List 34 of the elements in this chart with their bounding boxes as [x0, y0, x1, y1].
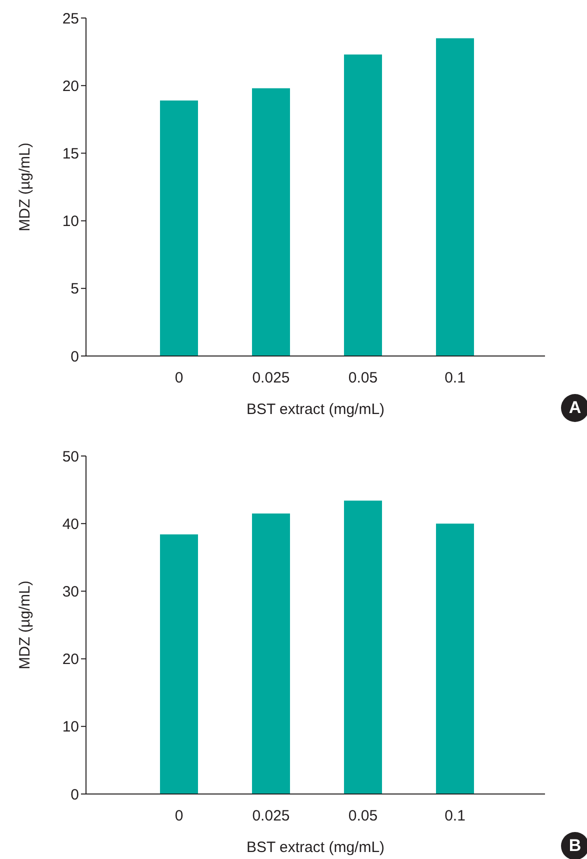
y-tick-label: 25	[62, 10, 79, 28]
x-tick-label: 0.1	[444, 808, 466, 825]
bar	[252, 513, 290, 794]
bar	[344, 500, 382, 794]
y-tick-label: 0	[70, 348, 79, 366]
y-tick-label: 40	[62, 516, 79, 533]
bar	[160, 100, 198, 356]
y-axis-title: MDZ (µg/mL)	[16, 142, 34, 232]
y-axis-title: MDZ (µg/mL)	[16, 580, 34, 670]
x-tick-label: 0	[174, 808, 184, 825]
y-tick-label: 5	[70, 280, 79, 298]
text: A	[561, 394, 587, 422]
bar	[436, 38, 474, 356]
y-tick-label: 20	[62, 651, 79, 668]
bar	[252, 88, 290, 356]
y-tick-label: 10	[62, 718, 79, 736]
y-tick-label: 0	[70, 786, 79, 804]
x-tick-label: 0.1	[444, 370, 466, 387]
y-tick-label: 50	[62, 448, 79, 466]
text: B	[561, 832, 587, 859]
x-axis-title: BST extract (mg/mL)	[246, 839, 385, 856]
y-tick-label: 20	[62, 78, 79, 95]
x-tick-label: 0.05	[348, 370, 378, 387]
x-tick-label: 0.025	[252, 370, 290, 387]
bar	[344, 54, 382, 356]
y-tick-label: 10	[62, 213, 79, 230]
y-tick-label: 30	[62, 584, 79, 601]
bar	[160, 534, 198, 794]
y-tick-label: 15	[62, 146, 79, 163]
x-tick-label: 0	[174, 370, 184, 387]
x-tick-label: 0.05	[348, 808, 378, 825]
x-axis-title: BST extract (mg/mL)	[246, 401, 385, 418]
bar	[436, 524, 474, 794]
x-tick-label: 0.025	[252, 808, 290, 825]
